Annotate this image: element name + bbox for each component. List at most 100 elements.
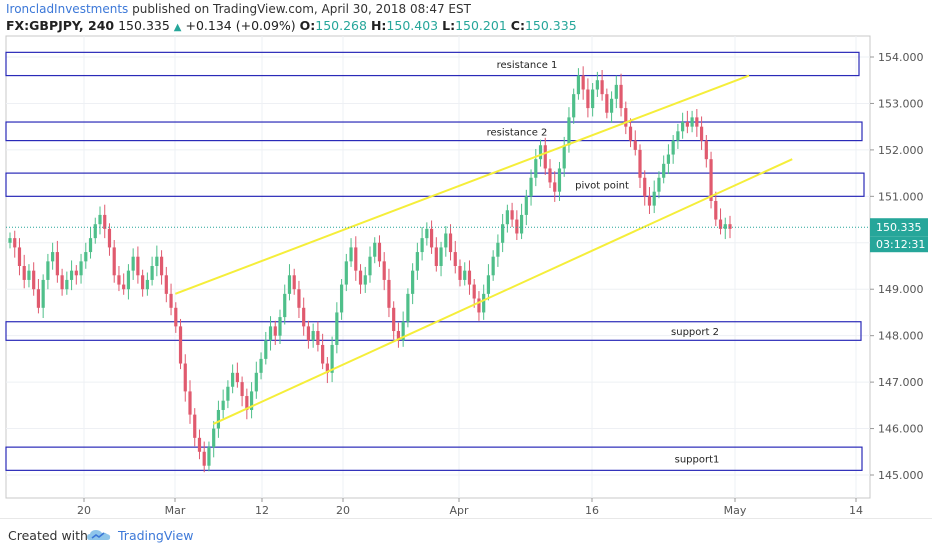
- candle-body: [652, 191, 656, 206]
- countdown-tag: [870, 236, 928, 253]
- candle-body: [212, 428, 216, 448]
- candle-body: [283, 293, 287, 318]
- candle-body: [463, 270, 467, 280]
- x-tick-label: 16: [585, 504, 599, 517]
- candle-body: [671, 140, 675, 155]
- x-tick-label: 14: [849, 504, 863, 517]
- zone-label: pivot point: [575, 181, 629, 192]
- candle-body: [458, 266, 462, 280]
- candle-body: [467, 270, 472, 285]
- candle-body: [136, 256, 140, 276]
- candle-body: [302, 307, 306, 327]
- candle-body: [662, 163, 666, 178]
- candle-body: [344, 261, 348, 285]
- x-tick-label: 20: [77, 504, 91, 517]
- candle-body: [609, 98, 614, 113]
- candle-body: [141, 275, 145, 290]
- candle-body: [482, 293, 486, 313]
- countdown-label: 03:12:31: [876, 238, 925, 251]
- candle-body: [98, 214, 102, 225]
- author-link[interactable]: IroncladInvestments: [6, 2, 129, 16]
- candle-body: [519, 214, 524, 234]
- candle-body: [666, 154, 671, 164]
- candle-body: [628, 126, 633, 141]
- candle-body: [453, 252, 457, 266]
- candle-body: [434, 247, 438, 266]
- candle-body: [330, 344, 334, 373]
- candle-body: [515, 219, 519, 234]
- low-value: 150.201: [455, 18, 507, 33]
- candle-body: [396, 331, 401, 341]
- candle-body: [638, 149, 642, 178]
- candle-body: [444, 233, 448, 248]
- candle-body: [112, 247, 116, 276]
- candle-body: [126, 270, 131, 290]
- candle-body: [358, 270, 363, 285]
- candle-body: [429, 228, 434, 248]
- candle-body: [600, 80, 604, 95]
- low-label: L:: [442, 18, 456, 33]
- candle-body: [543, 145, 547, 169]
- candle-body: [27, 270, 31, 280]
- up-arrow-icon: ▲: [173, 22, 182, 33]
- y-tick-label: 148.000: [878, 330, 924, 343]
- close-label: C:: [510, 18, 525, 33]
- candle-body: [647, 196, 652, 206]
- candle-body: [439, 247, 443, 266]
- candle-body: [676, 131, 680, 141]
- candle-body: [704, 140, 708, 160]
- zone-label: support 2: [671, 327, 719, 338]
- candle-body: [316, 331, 320, 345]
- y-tick-label: 146.000: [878, 423, 924, 436]
- y-tick-label: 153.000: [878, 97, 924, 110]
- candle-body: [728, 224, 732, 229]
- candle-body: [268, 326, 273, 341]
- zone-box: [5, 51, 860, 77]
- zone-box: [5, 446, 863, 471]
- candle-body: [349, 247, 353, 262]
- current-price-tag: [870, 218, 928, 237]
- candle-body: [690, 117, 694, 127]
- tradingview-brand-link[interactable]: TradingView: [118, 528, 194, 543]
- symbol-name[interactable]: FX:GBPJPY, 240: [6, 18, 115, 33]
- price-chart[interactable]: 154.000153.000152.000151.000150.000149.0…: [0, 0, 932, 518]
- candle-body: [65, 279, 69, 290]
- candle-body: [145, 279, 149, 290]
- x-tick-label: 20: [336, 504, 350, 517]
- channel-trendline: [212, 158, 793, 425]
- candle-body: [231, 372, 235, 387]
- candle-body: [425, 228, 429, 239]
- candle-body: [401, 321, 405, 341]
- candle-body: [188, 391, 192, 415]
- candle-body: [278, 317, 282, 336]
- candle-body: [363, 275, 367, 285]
- candle-body: [420, 238, 424, 253]
- candle-body: [382, 261, 386, 280]
- candle-body: [695, 117, 699, 127]
- publish-info: published on TradingView.com, April 30, …: [128, 2, 471, 16]
- candle-body: [619, 84, 623, 109]
- candle-body: [122, 284, 126, 290]
- y-tick-label: 145.000: [878, 469, 924, 482]
- y-tick-label: 149.000: [878, 283, 924, 296]
- candle-body: [164, 275, 168, 294]
- candle-body: [202, 451, 206, 466]
- zone-box: [5, 172, 865, 197]
- candle-body: [335, 312, 339, 345]
- candle-body: [8, 238, 12, 243]
- candle-body: [553, 182, 557, 192]
- candle-body: [193, 414, 197, 438]
- open-value: 150.268: [315, 18, 367, 33]
- candle-body: [22, 266, 26, 280]
- candle-body: [657, 177, 661, 192]
- candle-body: [572, 94, 576, 118]
- candle-body: [159, 256, 164, 276]
- candle-body: [245, 396, 249, 410]
- y-tick-label: 154.000: [878, 51, 924, 64]
- candle-body: [41, 279, 45, 308]
- candle-body: [373, 242, 377, 257]
- candle-body: [472, 284, 476, 299]
- candle-body: [411, 270, 415, 294]
- close-value: 150.335: [524, 18, 577, 33]
- candle-body: [13, 238, 17, 248]
